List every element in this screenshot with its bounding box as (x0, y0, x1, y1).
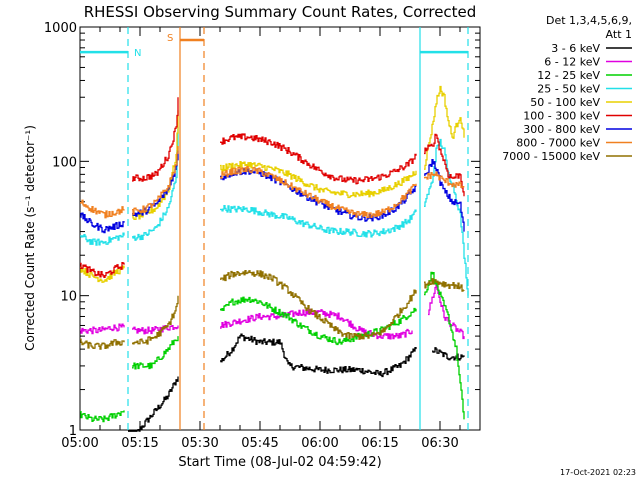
x-tick-label: 05:15 (121, 436, 158, 451)
series-line (424, 85, 465, 170)
series-line (220, 133, 417, 185)
x-tick-label: 06:30 (421, 436, 458, 451)
series-line (80, 262, 125, 278)
series-line (428, 283, 465, 340)
flag-label: S (167, 33, 173, 44)
series-line (424, 138, 469, 296)
series-line (220, 165, 417, 219)
legend-label: 100 - 300 keV (523, 110, 600, 123)
series-line (432, 347, 465, 361)
legend-label: 50 - 100 keV (530, 96, 600, 109)
y-tick-label: 10 (60, 290, 77, 305)
series-line (80, 338, 125, 350)
series-line (220, 160, 417, 199)
series-line (80, 199, 125, 219)
flag-label: N (134, 48, 141, 59)
x-tick-label: 05:30 (181, 436, 218, 451)
chart-title: RHESSI Observing Summary Count Rates, Co… (84, 3, 477, 21)
x-tick-label: 05:45 (241, 436, 278, 451)
legend-label: 6 - 12 keV (544, 56, 600, 69)
series-line (424, 271, 465, 420)
series-line (132, 146, 179, 216)
series-line (132, 97, 179, 182)
series-line (220, 269, 417, 340)
x-tick-label: 06:00 (301, 436, 338, 451)
y-tick-label: 100 (52, 155, 77, 170)
series-line (424, 158, 465, 232)
legend-label: 3 - 6 keV (551, 42, 600, 55)
legend-header-line-2: Att 1 (606, 28, 632, 41)
series-line (80, 410, 125, 423)
y-tick-label: 1 (69, 424, 77, 439)
legend-label: 800 - 7000 keV (516, 137, 600, 150)
series-line (220, 204, 417, 238)
series-line (132, 324, 179, 335)
series-line (132, 127, 179, 241)
series-line (80, 323, 125, 335)
legend-label: 12 - 25 keV (537, 69, 600, 82)
series-line (424, 171, 465, 188)
legend-header-line-1: Det 1,3,4,5,6,9, (546, 14, 632, 27)
date-stamp: 17-Oct-2021 02:23 (560, 468, 636, 477)
series-line (220, 333, 417, 378)
series-line (424, 133, 465, 197)
y-axis-label: Corrected Count Rate (s⁻¹ detector⁻¹) (23, 125, 37, 351)
series-line (80, 212, 125, 234)
legend-label: 7000 - 15000 keV (502, 150, 600, 163)
y-tick-label: 1000 (44, 21, 77, 36)
x-tick-label: 05:00 (61, 436, 98, 451)
legend-label: 300 - 800 keV (523, 123, 600, 136)
series-line (424, 278, 465, 292)
x-tick-label: 06:15 (361, 436, 398, 451)
series-line (80, 265, 125, 283)
series-line (128, 376, 179, 432)
legend-label: 25 - 50 keV (537, 83, 600, 96)
plot-area: 1 10 100 1000 05:00 05:15 05:30 05:45 06:00 06:15… (44, 21, 481, 451)
series-line (80, 232, 125, 246)
x-axis-label: Start Time (08-Jul-02 04:59:42) (178, 455, 381, 470)
series-line (132, 150, 179, 217)
series-line (132, 295, 179, 345)
series-line (132, 336, 179, 370)
